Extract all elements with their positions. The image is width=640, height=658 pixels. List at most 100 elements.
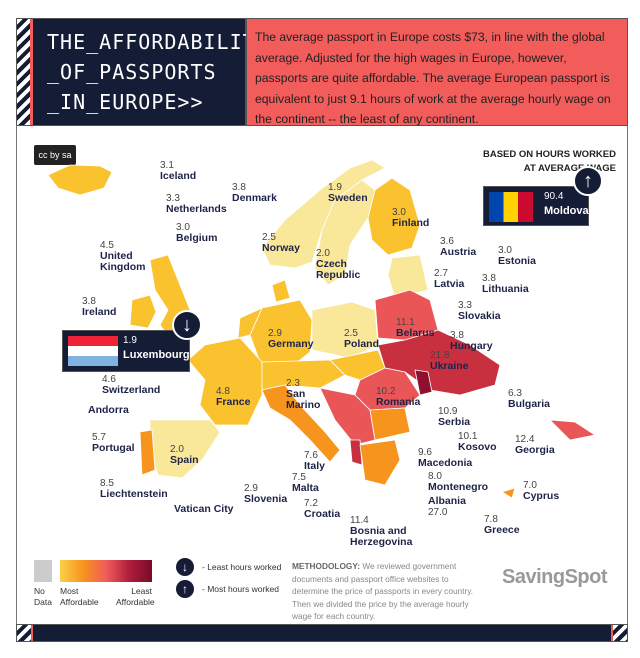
country-name: Bosnia and Herzegovina (350, 525, 413, 548)
country-name: Belarus (396, 327, 435, 339)
label-ukraine: 21.8 Ukraine (430, 350, 469, 372)
title-line: _OF_PASSPORTS (47, 60, 217, 84)
decorative-stripes (17, 19, 33, 125)
label-bulgaria: 6.3 Bulgaria (508, 388, 550, 410)
description: The average passport in Europe costs $73… (246, 18, 628, 126)
country-value: 6.3 (508, 388, 522, 399)
country-name: Romania (376, 396, 421, 408)
map-frame (16, 126, 628, 626)
country-value: 2.5 (262, 232, 276, 243)
region-greece (359, 439, 401, 486)
country-name: Czech Republic (316, 258, 361, 281)
creative-commons-badge: cc by sa (34, 145, 76, 165)
label-portugal: 5.7 Portugal (92, 432, 135, 454)
affordability-gradient (60, 560, 152, 582)
title-line: THE_AFFORDABILITY (47, 30, 269, 54)
label-belarus: 11.1 Belarus (396, 317, 435, 339)
most-hours-key: - Most hours worked (202, 584, 279, 594)
country-name: Serbia (438, 416, 471, 428)
country-value: 3.1 (160, 160, 174, 171)
label-slovenia: 2.9 Slovenia (244, 483, 287, 505)
basis-note: BASED ON HOURS WORKED AT AVERAGE WAGE (482, 149, 616, 174)
country-value: 10.9 (438, 406, 458, 417)
country-value: 12.4 (515, 434, 535, 445)
country-name: Sweden (328, 192, 368, 204)
arrow-up-icon: ↑ (176, 580, 194, 598)
country-name: Liechtenstein (100, 488, 168, 500)
country-name: Poland (344, 338, 380, 350)
arrow-down-icon: ↓ (176, 558, 194, 576)
label-netherlands: 3.3 Netherlands (166, 193, 227, 215)
country-value: 10.1 (458, 431, 478, 442)
title-line: _IN_EUROPE>> (47, 90, 204, 114)
label-austria: 3.6 Austria (440, 236, 476, 258)
label-germany: 2.9 Germany (268, 328, 314, 350)
country-name: Austria (440, 246, 477, 258)
country-name: Germany (268, 338, 314, 350)
label-malta: 7.5 Malta (292, 472, 319, 494)
label-san-marino: 2.3 San Marino (286, 378, 320, 411)
moldova-name: Moldova (544, 205, 589, 217)
region-ireland (129, 294, 157, 329)
country-value: 11.4 (350, 515, 369, 526)
country-value: 3.0 (498, 245, 512, 256)
label-romania: 10.2 Romania (376, 386, 420, 408)
country-value: 3.8 (450, 330, 464, 341)
region-denmark (271, 279, 291, 303)
region-germany (249, 299, 313, 369)
country-value: 4.5 (100, 240, 114, 251)
country-value: 3.0 (392, 207, 406, 218)
country-name: Kosovo (458, 441, 497, 453)
footer-bar (16, 624, 628, 642)
region-finland (367, 177, 421, 256)
country-name: Slovakia (458, 310, 501, 322)
label-estonia: 3.0 Estonia (498, 245, 536, 267)
title-panel: THE_AFFORDABILITY _OF_PASSPORTS _IN_EURO… (16, 18, 268, 126)
label-bosnia-and-herzegovina: 11.4 Bosnia and Herzegovina (350, 515, 412, 548)
region-georgia (548, 419, 597, 441)
label-poland: 2.5 Poland (344, 328, 379, 350)
country-name: Cyprus (523, 490, 560, 502)
country-value: 7.8 (484, 514, 498, 525)
country-value: 7.2 (304, 498, 318, 509)
label-lithuania: 3.8 Lithuania (482, 273, 529, 295)
label-sweden: 1.9 Sweden (328, 182, 368, 204)
label-latvia: 2.7 Latvia (434, 268, 464, 290)
country-value: 5.7 (92, 432, 106, 443)
country-name: Switzerland (102, 384, 161, 396)
label-ireland: 3.8 Ireland (82, 296, 116, 318)
luxembourg-flag (68, 336, 118, 366)
country-name: Netherlands (166, 203, 227, 215)
label-spain: 2.0 Spain (170, 444, 199, 466)
label-belgium: 3.0 Belgium (176, 222, 217, 244)
country-value: 7.5 (292, 472, 306, 483)
country-value: 2.5 (344, 328, 358, 339)
country-name: Belgium (176, 232, 218, 244)
label-czech-republic: 2.0 Czech Republic (316, 248, 360, 281)
country-name: San Marino (286, 388, 321, 411)
country-name: Norway (262, 242, 300, 254)
label-albania: Albania 27.0 (428, 495, 466, 519)
region-bulgaria (369, 407, 411, 441)
country-value: 1.9 (328, 182, 342, 193)
label-montenegro: 8.0 Montenegro (428, 471, 488, 493)
region-albania (349, 439, 363, 466)
country-name: Albania (428, 495, 466, 507)
arrow-down-icon: ↓ (172, 310, 202, 340)
label-andorra: Andorra (88, 405, 129, 416)
moldova-flag (489, 192, 533, 222)
country-name: Macedonia (418, 457, 473, 469)
country-value: 3.0 (176, 222, 190, 233)
label-macedonia: 9.6 Macedonia (418, 447, 472, 469)
country-value: 11.1 (396, 317, 415, 328)
country-name: Iceland (160, 170, 197, 182)
moldova-value: 90.4 (544, 191, 564, 202)
label-italy: 7.6 Italy (304, 450, 325, 472)
least-hours-callout: 1.9 Luxembourg (62, 330, 190, 372)
country-value: 3.6 (440, 236, 454, 247)
country-name: Georgia (515, 444, 555, 456)
region-portugal (139, 429, 156, 476)
label-slovakia: 3.3 Slovakia (458, 300, 501, 322)
country-name: Vatican City (174, 503, 234, 515)
country-name: Ukraine (430, 360, 469, 372)
